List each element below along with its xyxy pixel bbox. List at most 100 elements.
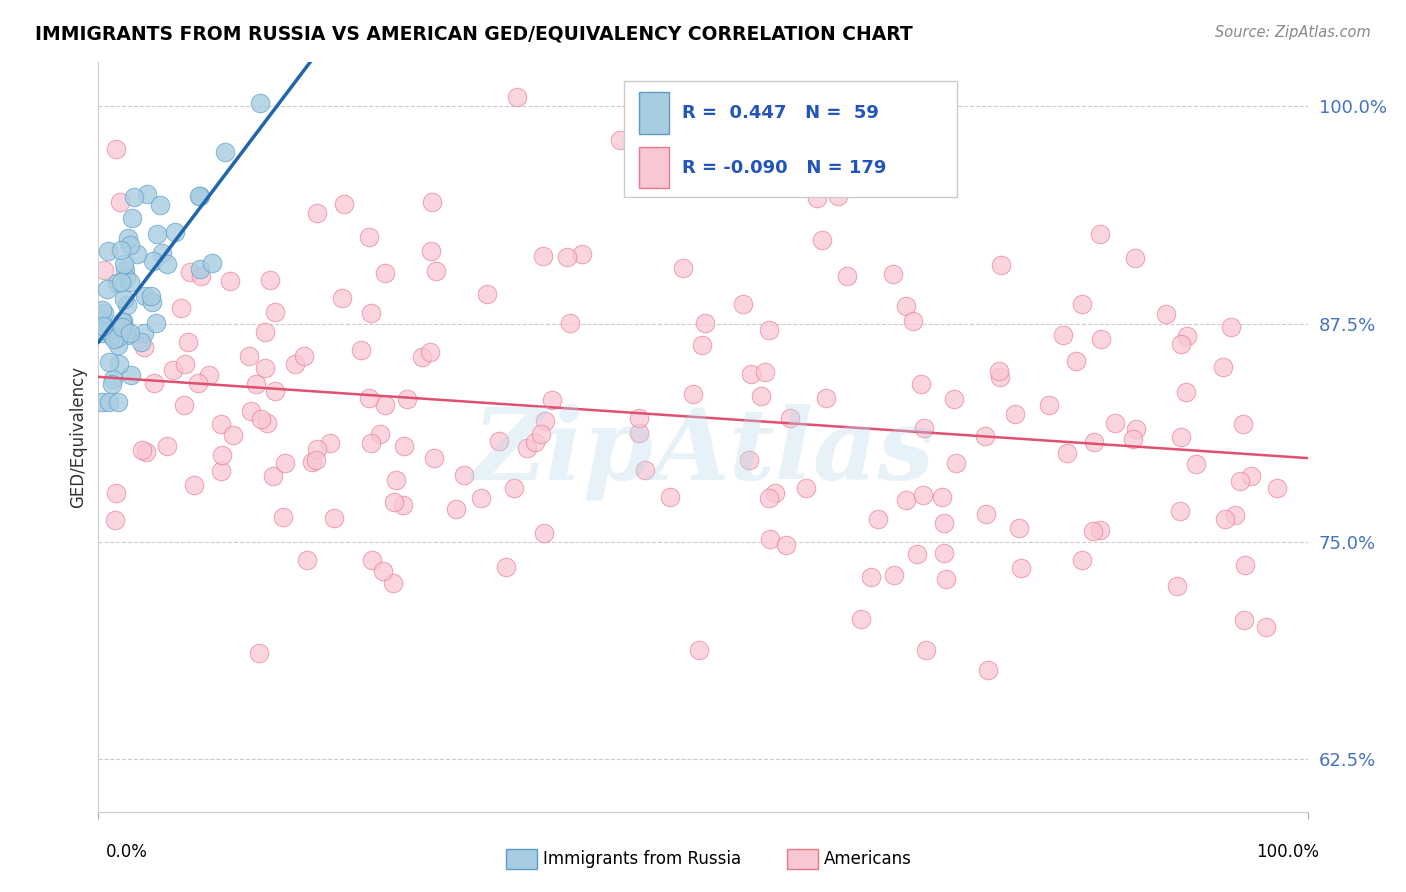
Point — [1170, 337, 1192, 351]
Point — [112, 320, 135, 334]
Point — [1083, 434, 1105, 449]
Point — [209, 464, 232, 478]
Point — [419, 345, 441, 359]
Point — [98, 395, 121, 409]
Point — [350, 343, 373, 357]
Point — [931, 490, 953, 504]
Point — [609, 133, 631, 147]
Point — [1052, 328, 1074, 343]
Point — [187, 189, 209, 203]
Point — [141, 294, 163, 309]
Point — [533, 526, 555, 541]
Point — [360, 306, 382, 320]
Point — [114, 263, 136, 277]
Point — [197, 368, 219, 382]
Text: 0.0%: 0.0% — [105, 843, 148, 861]
Point — [1038, 398, 1060, 412]
Point — [381, 576, 404, 591]
Point — [382, 495, 405, 509]
Point — [912, 421, 935, 435]
Point — [264, 384, 287, 398]
Point — [859, 570, 882, 584]
Point — [117, 328, 139, 343]
Point — [453, 468, 475, 483]
Point — [173, 357, 195, 371]
Point — [1004, 407, 1026, 421]
Point — [249, 95, 271, 110]
Point — [222, 428, 245, 442]
Point — [111, 320, 134, 334]
Point — [988, 370, 1011, 384]
Point — [495, 560, 517, 574]
Point — [523, 434, 546, 449]
Point — [905, 547, 928, 561]
Point — [360, 436, 382, 450]
Point — [910, 377, 932, 392]
Point — [738, 452, 761, 467]
Point — [112, 292, 135, 306]
Point — [318, 436, 340, 450]
Point — [935, 572, 957, 586]
Point — [107, 329, 129, 343]
Point — [156, 257, 179, 271]
Point — [811, 232, 834, 246]
Point — [129, 334, 152, 349]
Point — [97, 244, 120, 258]
Text: Immigrants from Russia: Immigrants from Russia — [543, 850, 741, 868]
Point — [142, 376, 165, 390]
Point — [758, 491, 780, 506]
Point — [101, 377, 124, 392]
Point — [259, 273, 281, 287]
Point — [132, 326, 155, 340]
Point — [394, 439, 416, 453]
Point — [110, 243, 132, 257]
Point — [1088, 523, 1111, 537]
Point — [103, 332, 125, 346]
Point — [96, 282, 118, 296]
Point — [749, 389, 772, 403]
Text: R = -0.090   N = 179: R = -0.090 N = 179 — [682, 159, 887, 177]
Point — [627, 410, 650, 425]
Point — [1185, 457, 1208, 471]
Point — [112, 257, 135, 271]
Point — [814, 391, 837, 405]
Point — [105, 277, 128, 291]
Text: ZipAtlas: ZipAtlas — [472, 404, 934, 500]
Point — [1154, 307, 1177, 321]
Point — [91, 313, 114, 327]
Text: Americans: Americans — [824, 850, 911, 868]
Point — [107, 395, 129, 409]
Point — [170, 301, 193, 315]
Point — [1240, 469, 1263, 483]
Point — [173, 398, 195, 412]
Point — [179, 265, 201, 279]
Point — [190, 268, 212, 283]
Point — [357, 230, 380, 244]
Point — [104, 486, 127, 500]
Point — [254, 360, 277, 375]
Point — [108, 195, 131, 210]
Point — [659, 490, 682, 504]
Point — [911, 488, 934, 502]
Point — [411, 351, 433, 365]
Point — [209, 417, 232, 431]
Point — [162, 363, 184, 377]
Point — [990, 259, 1012, 273]
Point — [688, 642, 710, 657]
Point — [91, 302, 114, 317]
Point — [110, 275, 132, 289]
Point — [301, 455, 323, 469]
Point — [1090, 333, 1112, 347]
Point — [849, 612, 872, 626]
Point — [249, 412, 271, 426]
Point — [1088, 227, 1111, 241]
Point — [100, 329, 122, 343]
Point — [934, 546, 956, 560]
Point — [423, 451, 446, 466]
Point — [145, 316, 167, 330]
Point — [690, 338, 713, 352]
Point — [165, 225, 187, 239]
Point — [187, 376, 209, 390]
Point — [384, 474, 406, 488]
Point — [118, 237, 141, 252]
